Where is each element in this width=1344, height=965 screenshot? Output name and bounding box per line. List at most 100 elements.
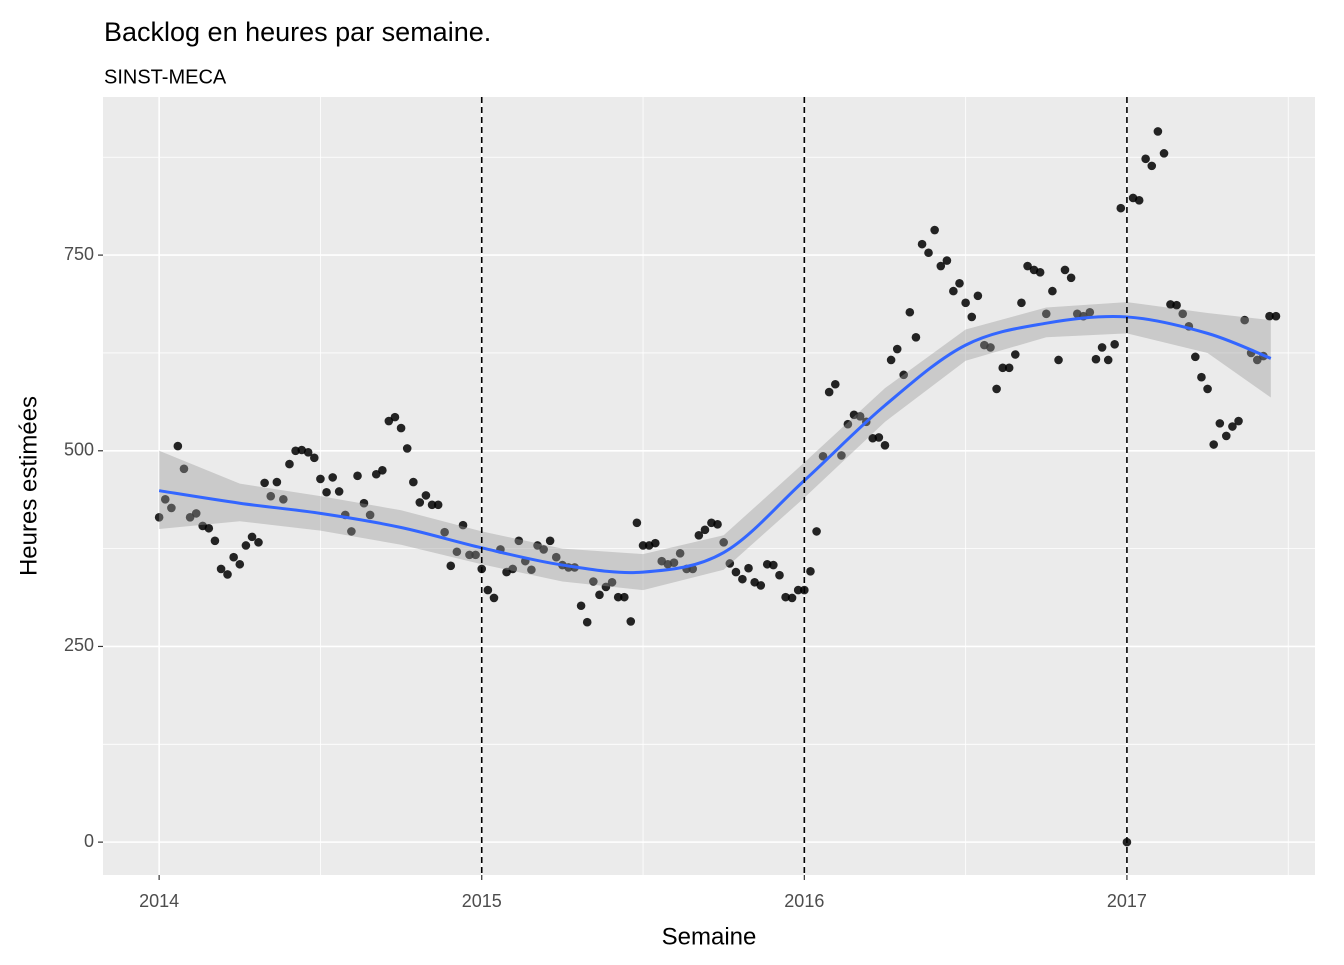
point [458, 520, 468, 530]
point [1066, 273, 1076, 283]
point [837, 451, 846, 460]
point [514, 536, 524, 546]
point [353, 471, 362, 481]
point [936, 261, 946, 271]
point [1011, 350, 1020, 359]
point [1147, 161, 1157, 171]
y-tick-label: 250 [64, 635, 94, 655]
point [322, 487, 331, 497]
point [347, 527, 356, 536]
point [632, 518, 642, 528]
point [824, 387, 834, 397]
point [892, 344, 902, 354]
point [1004, 363, 1014, 373]
trend-line [158, 314, 1272, 575]
point [880, 440, 890, 450]
point [545, 536, 555, 546]
point [254, 538, 263, 547]
point [961, 298, 970, 308]
point [409, 477, 418, 487]
point [675, 549, 685, 558]
x-axis-title: Semaine [662, 923, 757, 950]
point [1221, 431, 1231, 441]
point [986, 343, 995, 352]
point [744, 563, 753, 573]
point [607, 577, 617, 587]
point [440, 527, 449, 537]
point [489, 593, 499, 603]
point [1060, 265, 1070, 275]
point [582, 617, 592, 627]
point [421, 491, 431, 500]
point [533, 541, 542, 550]
point [998, 363, 1008, 373]
y-tick-label: 750 [64, 244, 94, 264]
point [576, 601, 586, 611]
point [223, 570, 232, 579]
point [713, 520, 722, 529]
point [1041, 309, 1051, 319]
point [669, 558, 679, 568]
point [235, 559, 245, 569]
point [527, 565, 536, 575]
point [433, 500, 443, 510]
point [830, 379, 840, 389]
point [1178, 309, 1188, 319]
point [1265, 311, 1274, 321]
point [316, 474, 325, 484]
point [874, 433, 884, 442]
point [638, 541, 648, 550]
point [731, 567, 741, 577]
point [297, 445, 307, 455]
confidence-band [159, 302, 1271, 591]
point [613, 592, 623, 602]
point [700, 525, 710, 535]
point [508, 564, 517, 574]
point [1240, 315, 1249, 325]
point [328, 473, 337, 482]
point [650, 538, 660, 548]
x-tick-label: 2016 [784, 891, 824, 911]
point [812, 527, 821, 536]
point [179, 464, 189, 474]
point [303, 448, 313, 457]
point [1091, 354, 1101, 364]
point [806, 567, 815, 576]
point [160, 495, 170, 504]
point [266, 491, 276, 501]
point [1159, 149, 1169, 158]
point [229, 552, 238, 562]
point [427, 500, 437, 510]
point [1110, 340, 1119, 349]
point [402, 444, 412, 453]
point [1097, 343, 1107, 352]
point [793, 585, 803, 595]
point [173, 441, 183, 451]
point [992, 384, 1001, 394]
point [1252, 355, 1262, 365]
point [241, 541, 251, 550]
y-tick-label: 500 [64, 440, 94, 460]
x-tick-label: 2017 [1107, 891, 1147, 911]
point [260, 478, 269, 488]
point [1134, 196, 1144, 205]
point [1172, 300, 1181, 310]
point [334, 487, 344, 496]
point [216, 564, 226, 574]
point [1203, 384, 1212, 394]
point [1103, 355, 1113, 365]
point [1017, 298, 1026, 308]
point [1228, 422, 1237, 431]
point [924, 248, 933, 258]
point [899, 370, 908, 380]
point [384, 416, 394, 426]
point [595, 590, 604, 600]
point [167, 503, 176, 513]
point [843, 419, 853, 429]
x-tick-label: 2014 [139, 891, 179, 911]
point [359, 498, 369, 508]
point [942, 256, 952, 265]
point [247, 532, 257, 542]
